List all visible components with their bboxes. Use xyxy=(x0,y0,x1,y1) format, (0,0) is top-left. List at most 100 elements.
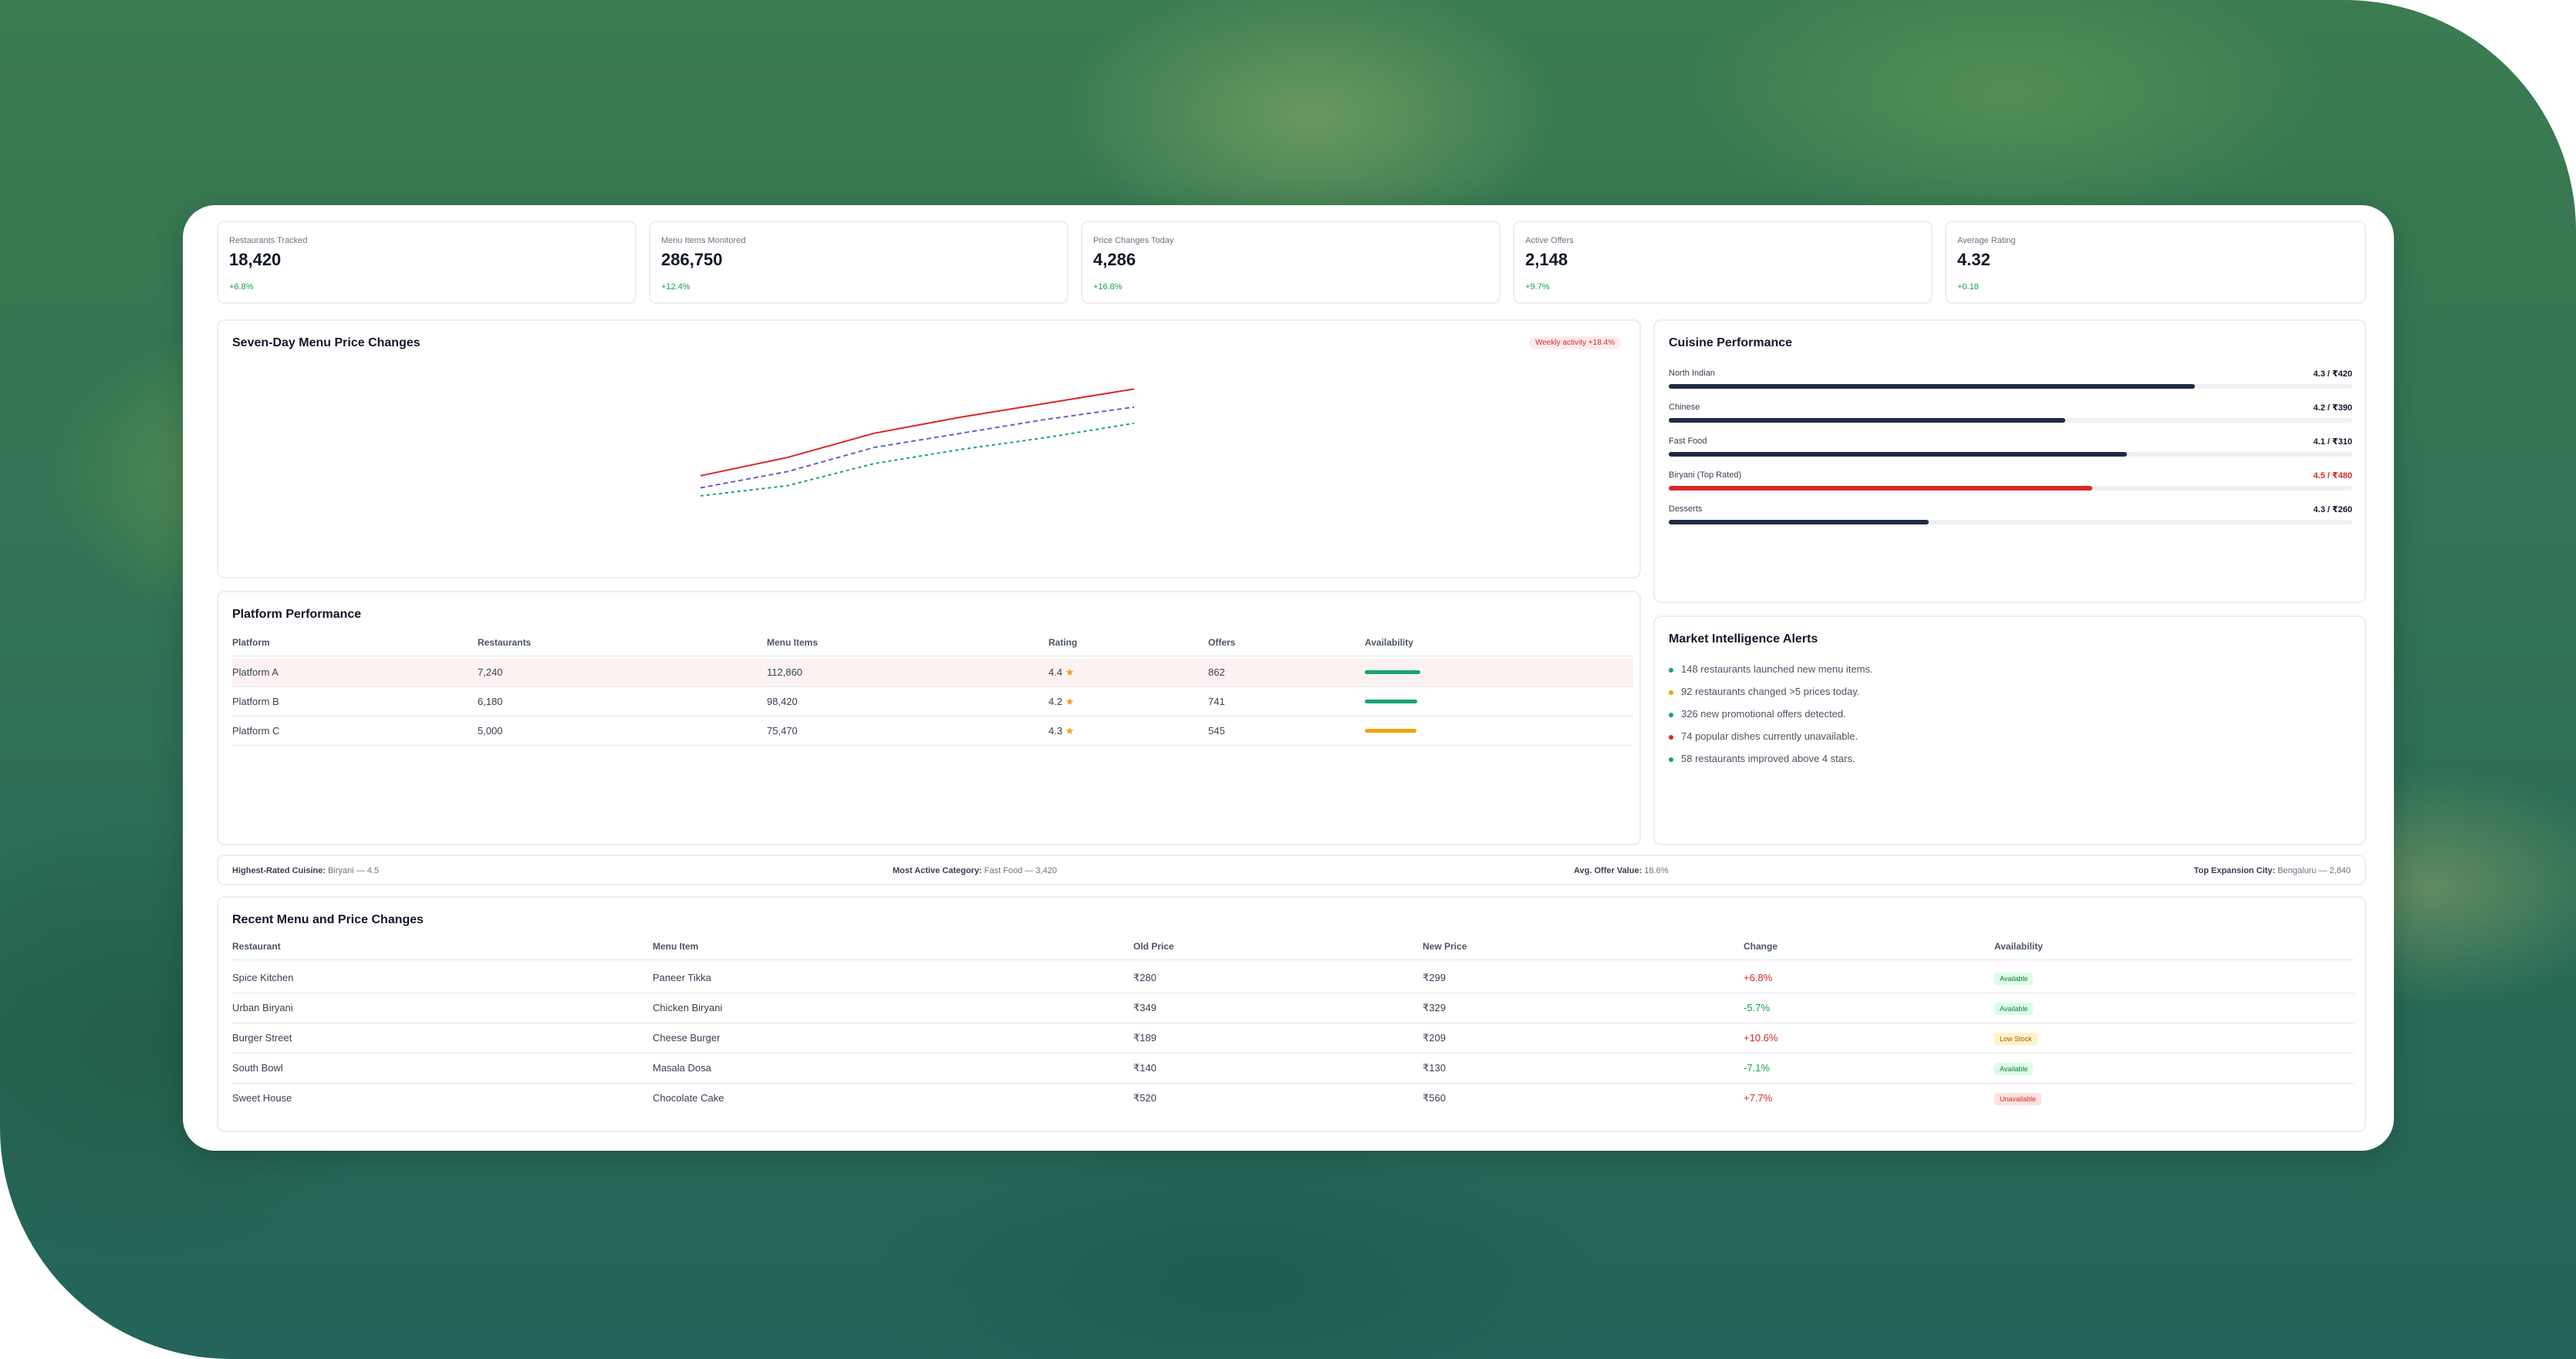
changes-header-2: Old Price xyxy=(1133,941,1174,952)
platform-row-highlight xyxy=(232,659,1633,686)
changes-header-5: Availability xyxy=(1994,941,2043,952)
cuisine-performance-card: Cuisine Performance North Indian 4.3 / ₹4… xyxy=(1653,319,2366,603)
kpi-delta: +0.18 xyxy=(1957,282,1979,292)
platform-header-5: Availability xyxy=(1365,637,1413,648)
star-icon: ★ xyxy=(1062,696,1075,707)
summary-highest-rated: Highest-Rated Cuisine: Biryani — 4.5 xyxy=(232,866,379,875)
cuisine-name: Chinese xyxy=(1669,403,1700,412)
cuisine-name: Fast Food xyxy=(1669,437,1707,446)
cuisine-row: Chinese 4.2 / ₹390 xyxy=(1669,403,2352,426)
cuisine-row: North Indian 4.3 / ₹420 xyxy=(1669,369,2352,392)
kpi-price-changes: Price Changes Today 4,286 +16.8% xyxy=(1081,221,1501,304)
summary-label: Avg. Offer Value: xyxy=(1574,866,1642,875)
cuisine-bar-track xyxy=(1669,520,2352,524)
cuisine-bar-track xyxy=(1669,486,2352,491)
price-series-line-1 xyxy=(700,406,1135,489)
summary-value: 18.6% xyxy=(1644,866,1669,875)
platform-header-0: Platform xyxy=(232,637,270,648)
availability-badge: Unavailable xyxy=(1994,1093,2042,1105)
kpi-value: 286,750 xyxy=(661,250,723,269)
status-dot-icon xyxy=(1669,667,1673,673)
kpi-value: 4,286 xyxy=(1093,250,1136,269)
summary-offer-value: Avg. Offer Value: 18.6% xyxy=(1574,866,1669,875)
kpi-delta: +16.8% xyxy=(1093,282,1123,292)
cuisine-bar-fill xyxy=(1669,452,2127,457)
platform-cell-rating: 4.3 ★ xyxy=(1048,725,1074,737)
platform-cell-restaurants: 7,240 xyxy=(478,666,503,678)
platform-header-4: Offers xyxy=(1208,637,1236,648)
summary-strip: Highest-Rated Cuisine: Biryani — 4.5 Mos… xyxy=(217,855,2366,885)
summary-most-active: Most Active Category: Fast Food — 3,420 xyxy=(893,866,1057,875)
changes-cell-item: Paneer Tikka xyxy=(653,972,711,983)
changes-cell-new: ₹299 xyxy=(1423,972,1446,983)
platform-cell-rating: 4.2 ★ xyxy=(1048,696,1074,708)
cuisine-bar-track xyxy=(1669,384,2352,389)
alert-text: 148 restaurants launched new menu items. xyxy=(1681,663,1873,675)
availability-badge: Available xyxy=(1994,973,2034,985)
price-change: -7.1% xyxy=(1744,1062,1770,1074)
summary-value: Biryani — 4.5 xyxy=(328,866,380,875)
platform-cell-offers: 862 xyxy=(1208,666,1225,678)
cuisine-value: 4.5 / ₹480 xyxy=(2313,471,2352,481)
availability-badge: Low Stock xyxy=(1994,1033,2038,1045)
cuisine-bar-track xyxy=(1669,452,2352,457)
cuisine-value: 4.2 / ₹390 xyxy=(2313,403,2352,413)
status-dot-icon xyxy=(1669,734,1673,740)
market-alerts-card: Market Intelligence Alerts 148 restauran… xyxy=(1653,615,2366,845)
status-dot-icon xyxy=(1669,712,1673,717)
platform-title: Platform Performance xyxy=(232,608,362,621)
platform-cell-items: 75,470 xyxy=(767,725,798,737)
alert-item: 326 new promotional offers detected. xyxy=(1669,708,1846,720)
cuisine-bar-fill xyxy=(1669,384,2196,389)
platform-cell-rating: 4.4 ★ xyxy=(1048,666,1074,679)
changes-cell-item: Chocolate Cake xyxy=(653,1092,724,1104)
changes-title: Recent Menu and Price Changes xyxy=(232,913,424,926)
alert-text: 326 new promotional offers detected. xyxy=(1681,708,1846,720)
summary-label: Most Active Category: xyxy=(893,866,982,875)
kpi-menu-items: Menu Items Monitored 286,750 +12.4% xyxy=(649,221,1069,304)
platform-cell-name: Platform C xyxy=(232,725,280,737)
changes-cell-new: ₹329 xyxy=(1423,1002,1446,1013)
kpi-delta: +9.7% xyxy=(1525,282,1550,292)
changes-cell-item: Masala Dosa xyxy=(653,1062,711,1074)
platform-header-2: Menu Items xyxy=(767,637,819,648)
changes-header-3: New Price xyxy=(1423,941,1467,952)
platform-cell-items: 112,860 xyxy=(767,666,803,678)
kpi-delta: +12.4% xyxy=(661,282,690,292)
availability-bar xyxy=(1365,670,1421,674)
summary-label: Top Expansion City: xyxy=(2193,866,2276,875)
platform-cell-name: Platform B xyxy=(232,696,279,707)
kpi-average-rating: Average Rating 4.32 +0.18 xyxy=(1945,221,2366,304)
changes-cell-old: ₹349 xyxy=(1133,1002,1156,1013)
rating-value: 4.2 xyxy=(1048,696,1063,707)
changes-header-0: Restaurant xyxy=(232,941,281,952)
changes-cell-new: ₹130 xyxy=(1423,1062,1446,1074)
platform-performance-card: Platform Performance Platform Restaurants… xyxy=(217,591,1641,845)
platform-cell-restaurants: 6,180 xyxy=(478,696,503,707)
platform-header-3: Rating xyxy=(1048,637,1078,648)
price-change: +6.8% xyxy=(1744,972,1773,983)
platform-cell-name: Platform A xyxy=(232,666,279,678)
changes-cell-new: ₹560 xyxy=(1423,1092,1446,1104)
changes-cell-new: ₹209 xyxy=(1423,1032,1446,1044)
cuisine-value: 4.3 / ₹260 xyxy=(2313,505,2352,514)
dashboard-panel: Restaurants Tracked 18,420 +6.8% Menu It… xyxy=(183,205,2394,1151)
changes-cell-restaurant: South Bowl xyxy=(232,1062,283,1074)
price-series-line-0 xyxy=(700,388,1135,477)
row-divider xyxy=(232,1083,2354,1084)
cuisine-name: North Indian xyxy=(1669,369,1715,378)
price-change: +7.7% xyxy=(1744,1092,1773,1104)
platform-header-1: Restaurants xyxy=(478,637,532,648)
alert-text: 92 restaurants changed >5 prices today. xyxy=(1681,686,1860,697)
alert-text: 74 popular dishes currently unavailable. xyxy=(1681,730,1859,742)
changes-cell-old: ₹189 xyxy=(1133,1032,1156,1044)
platform-cell-offers: 545 xyxy=(1208,725,1225,737)
summary-value: Fast Food — 3,420 xyxy=(984,866,1057,875)
price-changes-chart-card: Seven-Day Menu Price Changes Weekly acti… xyxy=(217,319,1641,578)
changes-cell-restaurant: Burger Street xyxy=(232,1032,292,1044)
rating-value: 4.4 xyxy=(1048,666,1063,678)
cuisine-bar-fill xyxy=(1669,520,1929,524)
changes-cell-old: ₹520 xyxy=(1133,1092,1156,1104)
summary-label: Highest-Rated Cuisine: xyxy=(232,866,326,875)
kpi-value: 4.32 xyxy=(1957,250,1990,269)
